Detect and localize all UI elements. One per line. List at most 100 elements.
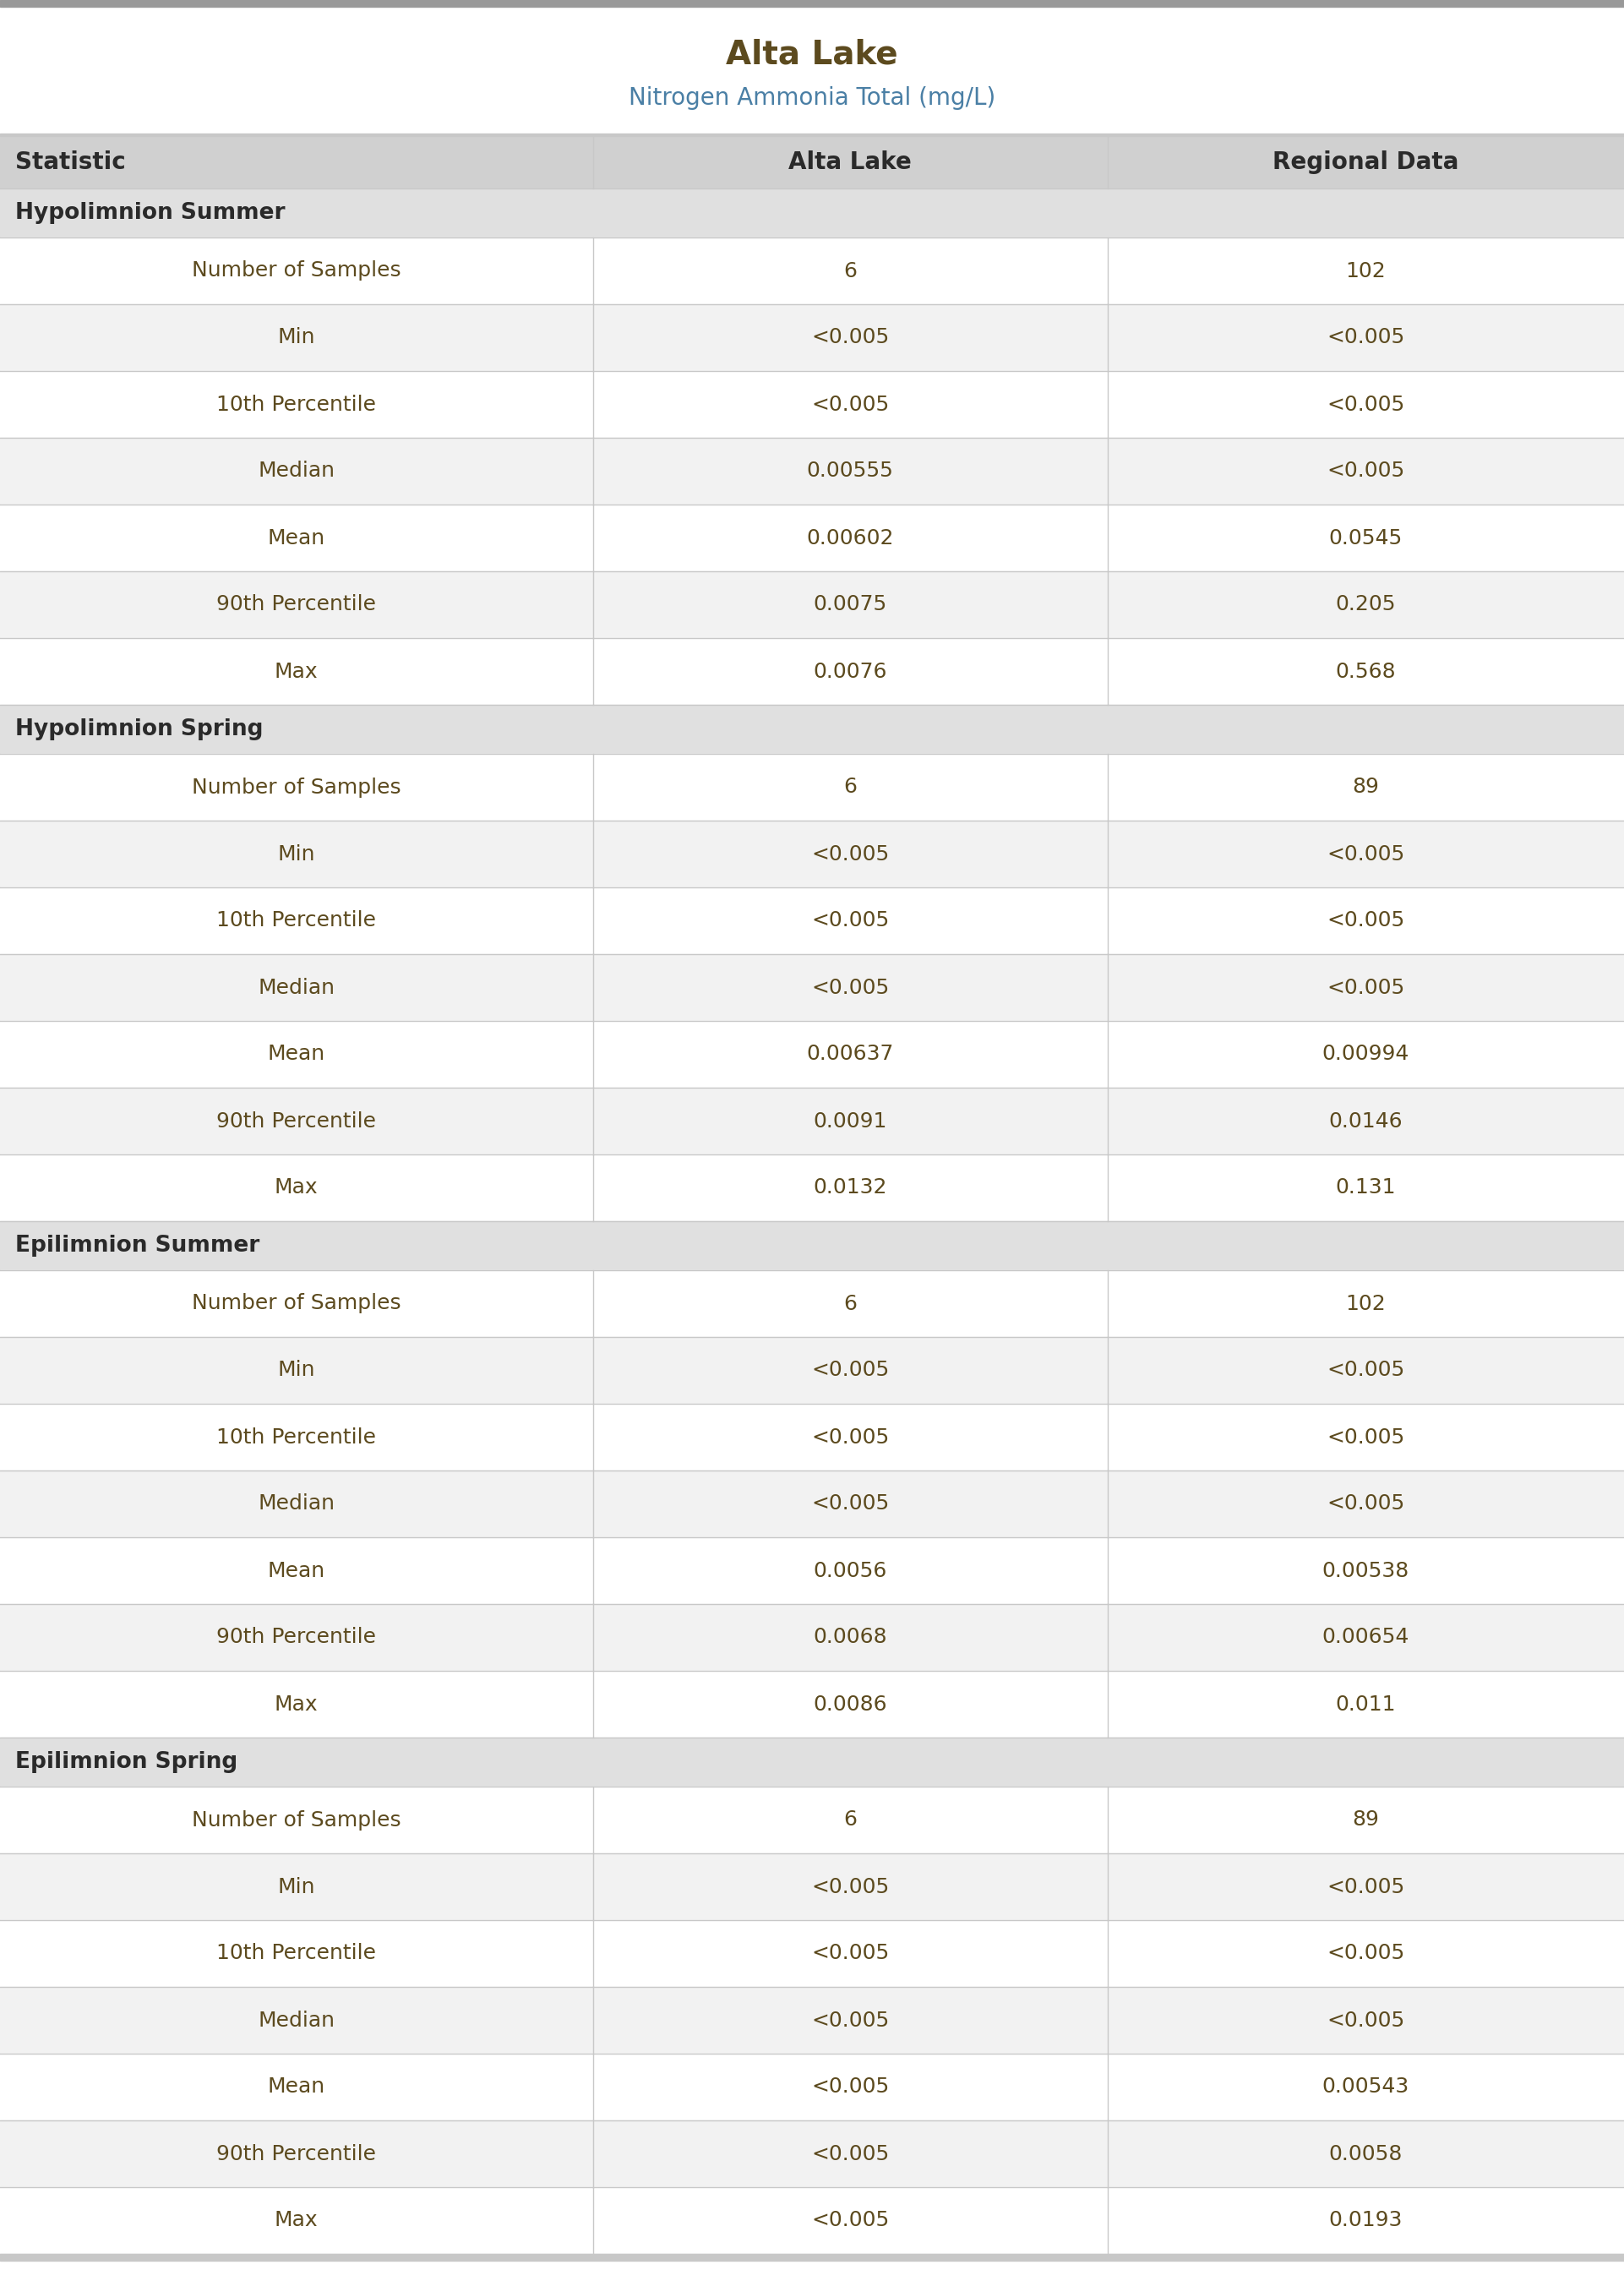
Text: 0.00994: 0.00994: [1322, 1044, 1410, 1065]
Text: 0.0146: 0.0146: [1328, 1110, 1403, 1130]
Text: Max: Max: [274, 1693, 318, 1714]
Text: Number of Samples: Number of Samples: [192, 261, 401, 281]
Bar: [0, 7, 1624, 134]
Text: 89: 89: [1353, 1809, 1379, 1830]
Text: 0.00538: 0.00538: [1322, 1559, 1410, 1580]
Bar: [0, 888, 1624, 953]
Bar: [0, 1986, 1624, 2054]
Text: <0.005: <0.005: [812, 910, 888, 931]
Bar: [0, 0, 1624, 7]
Text: Hypolimnion Spring: Hypolimnion Spring: [15, 717, 263, 740]
Bar: [0, 304, 1624, 370]
Text: 10th Percentile: 10th Percentile: [216, 910, 377, 931]
Text: 0.0091: 0.0091: [814, 1110, 887, 1130]
Bar: [0, 1022, 1624, 1087]
Bar: [0, 1605, 1624, 1671]
Text: 0.011: 0.011: [1335, 1693, 1397, 1714]
Text: <0.005: <0.005: [1327, 1360, 1405, 1380]
Text: 89: 89: [1353, 776, 1379, 797]
Text: Median: Median: [258, 461, 335, 481]
Bar: [0, 1852, 1624, 1920]
Bar: [0, 1155, 1624, 1221]
Text: Epilimnion Spring: Epilimnion Spring: [15, 1750, 237, 1773]
Text: <0.005: <0.005: [1327, 1943, 1405, 1964]
Text: Number of Samples: Number of Samples: [192, 776, 401, 797]
Text: 90th Percentile: 90th Percentile: [216, 1628, 377, 1648]
Bar: [0, 370, 1624, 438]
Bar: [0, 136, 1624, 188]
Bar: [0, 1737, 1624, 1786]
Bar: [0, 134, 1624, 136]
Bar: [0, 1920, 1624, 1986]
Text: 0.568: 0.568: [1335, 661, 1397, 681]
Text: 0.0545: 0.0545: [1328, 529, 1403, 547]
Text: <0.005: <0.005: [812, 1428, 888, 1448]
Text: 0.0193: 0.0193: [1328, 2211, 1403, 2231]
Bar: [0, 504, 1624, 572]
Bar: [0, 1221, 1624, 1271]
Text: Max: Max: [274, 1178, 318, 1199]
Text: 0.0058: 0.0058: [1328, 2143, 1403, 2163]
Bar: [0, 953, 1624, 1022]
Text: <0.005: <0.005: [812, 2011, 888, 2029]
Text: 0.00555: 0.00555: [807, 461, 893, 481]
Text: 0.131: 0.131: [1335, 1178, 1397, 1199]
Bar: [0, 822, 1624, 888]
Bar: [0, 704, 1624, 754]
Text: 90th Percentile: 90th Percentile: [216, 2143, 377, 2163]
Text: <0.005: <0.005: [812, 2211, 888, 2231]
Text: Number of Samples: Number of Samples: [192, 1294, 401, 1314]
Bar: [0, 1671, 1624, 1737]
Text: 6: 6: [843, 1809, 857, 1830]
Text: <0.005: <0.005: [812, 2077, 888, 2097]
Text: 102: 102: [1346, 1294, 1385, 1314]
Text: 0.0132: 0.0132: [814, 1178, 887, 1199]
Text: <0.005: <0.005: [812, 1494, 888, 1514]
Text: <0.005: <0.005: [1327, 395, 1405, 415]
Text: 0.00637: 0.00637: [807, 1044, 893, 1065]
Text: Hypolimnion Summer: Hypolimnion Summer: [15, 202, 286, 225]
Text: 90th Percentile: 90th Percentile: [216, 595, 377, 615]
Bar: [0, 238, 1624, 304]
Text: <0.005: <0.005: [1327, 844, 1405, 865]
Bar: [0, 1337, 1624, 1403]
Text: Mean: Mean: [268, 1044, 325, 1065]
Text: <0.005: <0.005: [812, 1877, 888, 1898]
Bar: [0, 1087, 1624, 1155]
Text: 0.00654: 0.00654: [1322, 1628, 1410, 1648]
Text: Min: Min: [278, 1360, 315, 1380]
Text: <0.005: <0.005: [1327, 978, 1405, 999]
Text: <0.005: <0.005: [812, 978, 888, 999]
Text: 0.0056: 0.0056: [814, 1559, 887, 1580]
Bar: [0, 1786, 1624, 1852]
Text: Statistic: Statistic: [15, 150, 125, 175]
Bar: [0, 2120, 1624, 2188]
Text: <0.005: <0.005: [1327, 1877, 1405, 1898]
Text: <0.005: <0.005: [1327, 327, 1405, 347]
Text: 10th Percentile: 10th Percentile: [216, 395, 377, 415]
Bar: [0, 2254, 1624, 2261]
Text: Max: Max: [274, 661, 318, 681]
Text: Number of Samples: Number of Samples: [192, 1809, 401, 1830]
Text: 0.00543: 0.00543: [1322, 2077, 1410, 2097]
Text: 0.0086: 0.0086: [814, 1693, 887, 1714]
Text: Min: Min: [278, 1877, 315, 1898]
Bar: [0, 638, 1624, 704]
Text: 0.205: 0.205: [1335, 595, 1397, 615]
Text: <0.005: <0.005: [1327, 910, 1405, 931]
Text: <0.005: <0.005: [812, 2143, 888, 2163]
Bar: [0, 1271, 1624, 1337]
Text: 6: 6: [843, 1294, 857, 1314]
Text: 102: 102: [1346, 261, 1385, 281]
Text: 6: 6: [843, 776, 857, 797]
Text: Max: Max: [274, 2211, 318, 2231]
Text: Mean: Mean: [268, 1559, 325, 1580]
Text: Regional Data: Regional Data: [1273, 150, 1458, 175]
Text: <0.005: <0.005: [812, 844, 888, 865]
Text: <0.005: <0.005: [812, 1360, 888, 1380]
Text: 90th Percentile: 90th Percentile: [216, 1110, 377, 1130]
Bar: [0, 2188, 1624, 2254]
Text: 6: 6: [843, 261, 857, 281]
Bar: [0, 2054, 1624, 2120]
Text: <0.005: <0.005: [1327, 2011, 1405, 2029]
